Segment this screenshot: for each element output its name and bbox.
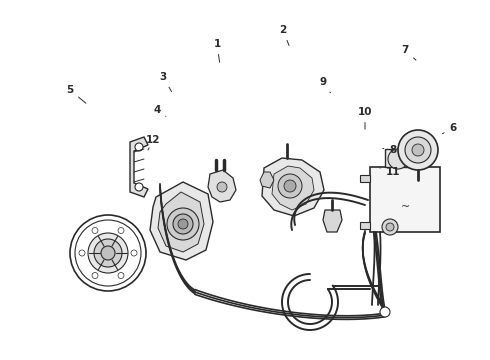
Circle shape [75,220,141,286]
Polygon shape [360,175,370,182]
Circle shape [380,307,390,317]
Circle shape [382,219,398,235]
Circle shape [178,219,188,229]
Circle shape [284,180,296,192]
Text: 2: 2 [279,25,289,45]
Polygon shape [260,172,274,188]
Polygon shape [272,166,314,210]
Circle shape [88,233,128,273]
Circle shape [405,137,431,163]
Circle shape [173,214,193,234]
Circle shape [94,239,122,267]
Circle shape [118,273,124,279]
Text: 8: 8 [383,145,396,155]
Circle shape [101,246,115,260]
Circle shape [70,215,146,291]
Polygon shape [130,137,148,197]
Text: 11: 11 [380,167,400,177]
Polygon shape [262,158,324,216]
Polygon shape [158,192,204,252]
Circle shape [92,273,98,279]
Circle shape [131,250,137,256]
Polygon shape [208,170,236,202]
Circle shape [278,174,302,198]
Text: 9: 9 [319,77,330,93]
Polygon shape [150,182,213,260]
Circle shape [412,144,424,156]
Text: 1: 1 [213,39,220,62]
Text: 4: 4 [153,105,166,116]
Polygon shape [360,222,370,229]
Circle shape [118,228,124,234]
Text: 10: 10 [358,107,372,129]
Circle shape [92,228,98,234]
Text: 6: 6 [442,123,457,134]
Text: 3: 3 [159,72,171,91]
Text: 12: 12 [146,135,160,150]
Circle shape [217,182,227,192]
Circle shape [79,250,85,256]
Circle shape [398,130,438,170]
Polygon shape [370,167,440,232]
Text: ~: ~ [400,202,410,212]
Circle shape [388,149,408,169]
Text: 7: 7 [401,45,416,60]
Circle shape [135,183,143,191]
Polygon shape [323,210,342,232]
Text: 5: 5 [66,85,86,103]
Circle shape [135,143,143,151]
Polygon shape [385,149,412,167]
Circle shape [386,223,394,231]
Circle shape [167,208,199,240]
